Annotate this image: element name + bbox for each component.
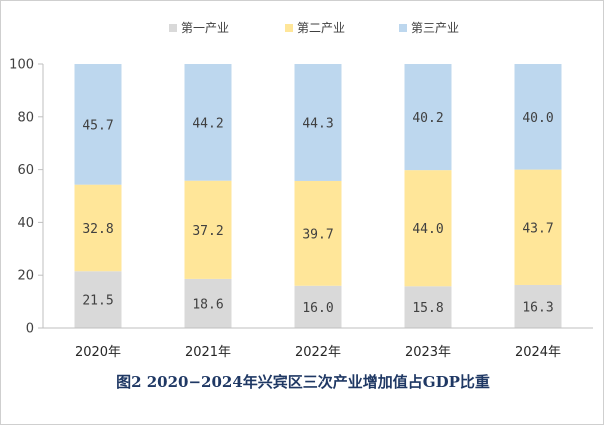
y-tick-label: 100 — [9, 58, 34, 73]
x-tick-label: 2022年 — [295, 345, 341, 360]
data-label: 21.5 — [82, 294, 113, 309]
bar-segment — [294, 285, 342, 328]
bar-segment — [404, 170, 452, 287]
data-label: 39.7 — [302, 227, 333, 242]
bars: 21.5 32.8 45.7 18.6 37.2 44.2 16.0 39.7 44.3 15.8… — [74, 64, 562, 328]
x-tick-label: 2024年 — [515, 345, 561, 360]
x-tick-label: 2021年 — [185, 345, 231, 360]
data-label: 16.0 — [302, 301, 333, 316]
bar-segment — [514, 169, 562, 285]
bar-segment — [74, 64, 122, 185]
legend-swatch — [285, 24, 293, 32]
y-tick-label: 80 — [17, 110, 34, 125]
x-tick-label: 2023年 — [405, 345, 451, 360]
x-tick-label: 2020年 — [75, 345, 121, 360]
bar-stack-2022年: 16.0 39.7 44.3 — [294, 64, 342, 328]
y-tick-label: 0 — [26, 322, 34, 337]
bar-segment — [74, 184, 122, 272]
data-label: 45.7 — [82, 118, 113, 133]
bar-stack-2024年: 16.3 43.7 40.0 — [514, 64, 562, 328]
legend: 第一产业 第二产业 第三产业 — [169, 21, 459, 35]
data-label: 15.8 — [412, 301, 443, 316]
bar-segment — [184, 278, 232, 328]
bar-segment — [294, 64, 342, 181]
bar-stack-2023年: 15.8 44.0 40.2 — [404, 64, 452, 328]
data-label: 44.0 — [412, 222, 443, 237]
y-axis: 0 20 40 60 80 100 — [9, 58, 44, 337]
chart-title: 图2 2020−2024年兴宾区三次产业增加值占GDP比重 — [116, 373, 490, 391]
legend-item-3: 第三产业 — [399, 21, 459, 35]
legend-label: 第二产业 — [297, 21, 345, 35]
bar-segment — [404, 64, 452, 171]
bar-segment — [514, 64, 562, 170]
legend-swatch — [169, 24, 177, 32]
bar-segment — [184, 180, 232, 279]
data-label: 40.0 — [522, 111, 553, 126]
bar-stack-2021年: 18.6 37.2 44.2 — [184, 64, 232, 328]
data-label: 18.6 — [192, 297, 223, 312]
bar-stack-2020年: 21.5 32.8 45.7 — [74, 64, 122, 328]
legend-label: 第一产业 — [181, 21, 229, 35]
x-axis: 2020年 2021年 2022年 2023年 2024年 — [43, 327, 593, 360]
data-label: 37.2 — [192, 224, 223, 239]
data-label: 16.3 — [522, 300, 553, 315]
bar-segment — [184, 64, 232, 181]
y-tick-label: 60 — [17, 163, 34, 178]
legend-item-1: 第一产业 — [169, 21, 229, 35]
y-tick-label: 20 — [17, 269, 34, 284]
legend-swatch — [399, 24, 407, 32]
data-label: 40.2 — [412, 111, 443, 126]
data-label: 44.2 — [192, 116, 223, 131]
bar-segment — [404, 286, 452, 328]
legend-label: 第三产业 — [411, 21, 459, 35]
bar-segment — [74, 271, 122, 328]
bar-segment — [294, 180, 342, 286]
bar-segment — [514, 284, 562, 328]
legend-item-2: 第二产业 — [285, 21, 345, 35]
data-label: 43.7 — [522, 221, 553, 236]
y-tick-label: 40 — [17, 216, 34, 231]
data-label: 44.3 — [302, 116, 333, 131]
data-label: 32.8 — [82, 222, 113, 237]
